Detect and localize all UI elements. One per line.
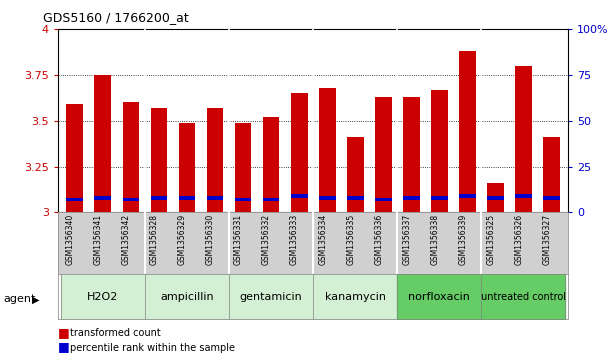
Bar bbox=[403, 196, 420, 200]
Text: ampicillin: ampicillin bbox=[160, 292, 214, 302]
Text: ▶: ▶ bbox=[32, 294, 39, 305]
Text: GSM1356342: GSM1356342 bbox=[122, 214, 131, 265]
Text: GSM1356340: GSM1356340 bbox=[66, 214, 75, 265]
Text: ■: ■ bbox=[58, 326, 70, 339]
Bar bbox=[515, 195, 532, 198]
Text: norfloxacin: norfloxacin bbox=[408, 292, 470, 302]
Text: GSM1356337: GSM1356337 bbox=[402, 214, 411, 265]
Text: GSM1356334: GSM1356334 bbox=[318, 214, 327, 265]
Bar bbox=[347, 137, 364, 212]
Text: GSM1356332: GSM1356332 bbox=[262, 214, 271, 265]
Bar bbox=[375, 97, 392, 212]
Text: GSM1356328: GSM1356328 bbox=[150, 214, 159, 265]
Bar bbox=[319, 196, 335, 200]
Text: ■: ■ bbox=[58, 340, 70, 353]
Bar bbox=[291, 93, 307, 212]
Bar bbox=[150, 108, 167, 212]
Bar bbox=[150, 196, 167, 200]
Bar bbox=[375, 198, 392, 201]
Text: GSM1356325: GSM1356325 bbox=[486, 214, 496, 265]
Bar bbox=[95, 196, 111, 200]
Bar bbox=[515, 66, 532, 212]
Text: GSM1356339: GSM1356339 bbox=[458, 214, 467, 265]
Bar bbox=[459, 51, 476, 212]
Text: transformed count: transformed count bbox=[70, 328, 161, 338]
Bar bbox=[459, 195, 476, 198]
Text: GSM1356338: GSM1356338 bbox=[430, 214, 439, 265]
Bar bbox=[123, 102, 139, 212]
Bar bbox=[291, 195, 307, 198]
Text: GSM1356330: GSM1356330 bbox=[206, 214, 215, 265]
Text: GSM1356333: GSM1356333 bbox=[290, 214, 299, 265]
Bar bbox=[67, 198, 83, 201]
Bar bbox=[235, 198, 252, 201]
Text: GSM1356341: GSM1356341 bbox=[94, 214, 103, 265]
Text: gentamicin: gentamicin bbox=[240, 292, 302, 302]
Text: percentile rank within the sample: percentile rank within the sample bbox=[70, 343, 235, 353]
Bar bbox=[207, 196, 224, 200]
Bar bbox=[347, 196, 364, 200]
Bar bbox=[178, 196, 196, 200]
Text: H2O2: H2O2 bbox=[87, 292, 119, 302]
Bar bbox=[487, 183, 503, 212]
Bar bbox=[95, 75, 111, 212]
Bar bbox=[543, 137, 560, 212]
Text: GSM1356331: GSM1356331 bbox=[234, 214, 243, 265]
Text: GSM1356327: GSM1356327 bbox=[543, 214, 551, 265]
Bar bbox=[67, 104, 83, 212]
Bar bbox=[319, 88, 335, 212]
Bar bbox=[543, 196, 560, 200]
Bar bbox=[123, 198, 139, 201]
Text: GSM1356336: GSM1356336 bbox=[374, 214, 383, 265]
Text: GSM1356335: GSM1356335 bbox=[346, 214, 355, 265]
Bar bbox=[487, 196, 503, 200]
Text: untreated control: untreated control bbox=[481, 292, 566, 302]
Text: agent: agent bbox=[3, 294, 35, 305]
Text: kanamycin: kanamycin bbox=[324, 292, 386, 302]
Bar bbox=[235, 123, 252, 212]
Bar bbox=[263, 117, 279, 212]
Bar bbox=[403, 97, 420, 212]
Bar bbox=[178, 123, 196, 212]
Text: GDS5160 / 1766200_at: GDS5160 / 1766200_at bbox=[43, 11, 189, 24]
Bar bbox=[431, 196, 448, 200]
Bar bbox=[431, 90, 448, 212]
Text: GSM1356329: GSM1356329 bbox=[178, 214, 187, 265]
Bar bbox=[207, 108, 224, 212]
Bar bbox=[263, 198, 279, 201]
Text: GSM1356326: GSM1356326 bbox=[514, 214, 524, 265]
